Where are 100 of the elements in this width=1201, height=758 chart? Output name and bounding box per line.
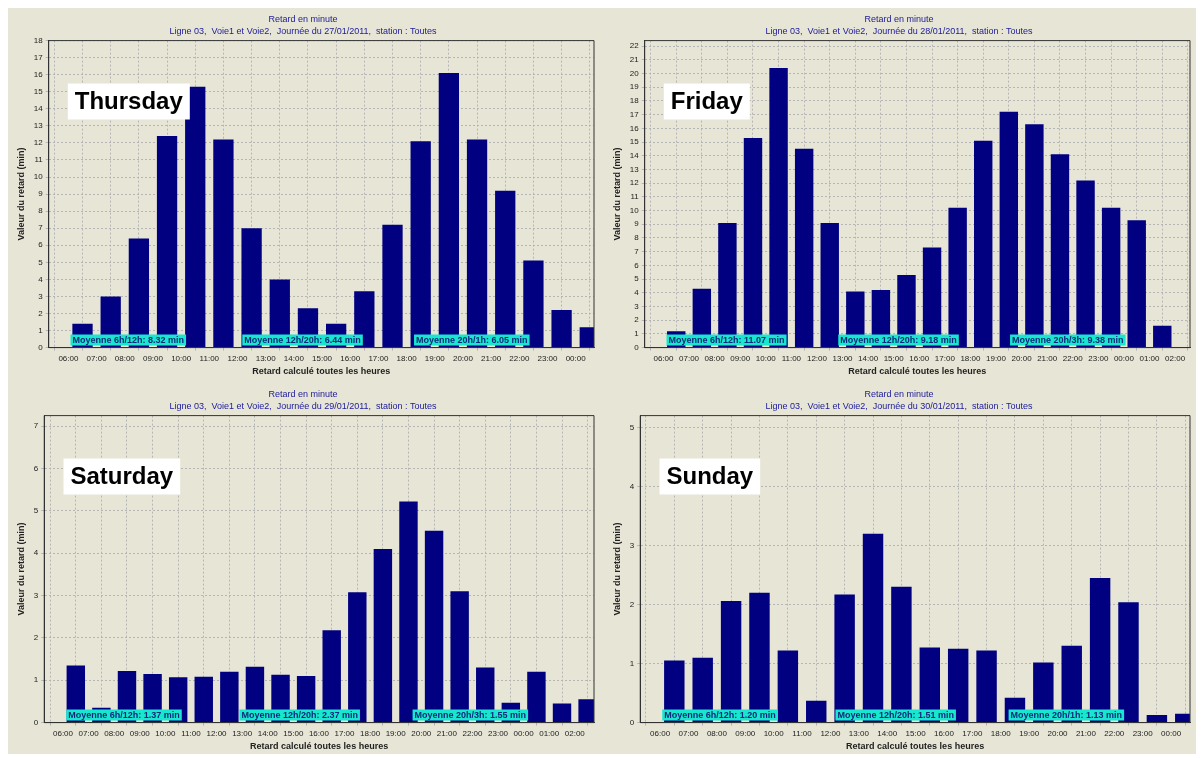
- y-tick-label: 0: [33, 717, 39, 727]
- chart-subtitle: Ligne 03, Voie1 et Voie2, Journée du 28/01/2011, station : Toutes: [765, 25, 1033, 36]
- annotation: Moyenne 12h/20h: 9.18 min: [840, 335, 957, 346]
- bar: [1127, 220, 1146, 348]
- annotation: Friday: [670, 87, 744, 115]
- x-tick-label: 08:00: [114, 353, 136, 363]
- x-tick-label: 21:00: [1037, 353, 1058, 363]
- x-tick-label: 19:00: [1019, 728, 1040, 738]
- y-tick-label: 4: [38, 274, 44, 284]
- x-tick-label: 22:00: [462, 728, 483, 738]
- y-tick-label: 0: [634, 342, 640, 352]
- bar: [976, 650, 997, 723]
- x-tick-label: 19:00: [424, 353, 446, 363]
- x-tick-label: 15:00: [283, 728, 304, 738]
- y-tick-label: 2: [629, 599, 635, 609]
- y-axis-title: Valeur du retard (min): [15, 147, 26, 241]
- y-tick-label: 9: [38, 189, 44, 199]
- y-tick-label: 5: [634, 274, 640, 284]
- y-tick-label: 1: [33, 675, 39, 685]
- bar: [527, 671, 546, 723]
- y-tick-label: 3: [33, 590, 39, 600]
- y-tick-label: 20: [629, 68, 640, 78]
- y-tick-label: 18: [33, 35, 44, 45]
- x-axis-title: Retard calculé toutes les heures: [848, 366, 987, 377]
- x-tick-label: 06:00: [650, 728, 671, 738]
- x-tick-label: 16:00: [909, 353, 930, 363]
- annotation: Moyenne 20h/1h: 6.05 min: [416, 335, 528, 346]
- x-tick-label: 07:00: [86, 353, 108, 363]
- bar: [1146, 714, 1168, 723]
- y-tick-label: 2: [33, 633, 39, 643]
- y-tick-label: 7: [634, 246, 640, 256]
- x-tick-label: 08:00: [104, 728, 125, 738]
- x-tick-label: 10:00: [755, 353, 777, 363]
- y-tick-label: 9: [634, 219, 640, 229]
- x-tick-label: 00:00: [565, 353, 587, 363]
- x-tick-label: 23:00: [1088, 353, 1109, 363]
- annotation: Moyenne 6h/12h: 11.07 min: [668, 335, 785, 346]
- y-tick-label: 7: [38, 223, 44, 233]
- x-tick-label: 13:00: [832, 353, 854, 363]
- x-tick-label: 12:00: [806, 353, 828, 363]
- x-tick-label: 11:00: [199, 353, 220, 363]
- chart-subtitle: Ligne 03, Voie1 et Voie2, Journée du 27/01/2011, station : Toutes: [169, 25, 437, 36]
- x-tick-label: 09:00: [735, 728, 756, 738]
- x-tick-label: 00:00: [513, 728, 535, 738]
- annotation: Moyenne 20h/3h: 1.55 min: [414, 710, 527, 721]
- x-tick-label: 01:00: [1139, 353, 1161, 363]
- chart-title: Retard en minute: [268, 388, 338, 399]
- x-tick-label: 11:00: [792, 728, 813, 738]
- y-tick-label: 12: [629, 178, 640, 188]
- y-tick-label: 11: [34, 155, 44, 165]
- x-tick-label: 00:00: [1161, 728, 1182, 738]
- x-tick-label: 20:00: [411, 728, 432, 738]
- x-tick-label: 06:00: [58, 353, 79, 363]
- y-tick-label: 15: [629, 137, 640, 147]
- x-tick-label: 18:00: [396, 353, 418, 363]
- y-tick-label: 2: [38, 308, 44, 318]
- x-tick-label: 10:00: [171, 353, 192, 363]
- x-tick-label: 00:00: [1113, 353, 1135, 363]
- x-tick-label: 10:00: [155, 728, 176, 738]
- x-tick-label: 06:00: [53, 728, 74, 738]
- x-tick-label: 16:00: [933, 728, 955, 738]
- chart-subtitle: Ligne 03, Voie1 et Voie2, Journée du 30/01/2011, station : Toutes: [765, 400, 1033, 411]
- bar: [820, 222, 839, 348]
- bar: [806, 700, 827, 723]
- y-tick-label: 13: [629, 164, 640, 174]
- bar: [777, 650, 799, 723]
- y-tick-label: 22: [629, 41, 640, 51]
- x-tick-label: 07:00: [679, 353, 700, 363]
- y-tick-label: 15: [33, 86, 44, 96]
- bar: [1153, 325, 1172, 348]
- y-tick-label: 18: [629, 96, 640, 106]
- y-tick-label: 1: [634, 329, 640, 339]
- y-axis-title: Valeur du retard (min): [611, 522, 622, 616]
- y-tick-label: 19: [629, 82, 640, 92]
- x-tick-label: 16:00: [340, 353, 361, 363]
- x-tick-label: 08:00: [706, 728, 728, 738]
- x-tick-label: 11:00: [181, 728, 202, 738]
- y-tick-label: 4: [629, 481, 635, 491]
- y-tick-label: 3: [634, 301, 640, 311]
- x-tick-label: 14:00: [257, 728, 279, 738]
- x-tick-label: 09:00: [730, 353, 751, 363]
- annotation: Moyenne 6h/12h: 1.37 min: [68, 710, 180, 721]
- annotation: Moyenne 20h/3h: 9.38 min: [1012, 335, 1124, 346]
- y-axis-title: Valeur du retard (min): [611, 147, 622, 241]
- x-tick-label: 17:00: [962, 728, 983, 738]
- y-tick-label: 21: [629, 54, 640, 64]
- x-tick-label: 10:00: [763, 728, 785, 738]
- y-tick-label: 12: [33, 138, 44, 148]
- x-tick-label: 09:00: [142, 353, 164, 363]
- chart-title: Retard en minute: [864, 13, 934, 24]
- y-tick-label: 17: [33, 52, 44, 62]
- x-tick-label: 22:00: [509, 353, 530, 363]
- x-tick-label: 01:00: [539, 728, 560, 738]
- x-tick-label: 17:00: [334, 728, 356, 738]
- x-tick-label: 13:00: [848, 728, 870, 738]
- annotation: Moyenne 6h/12h: 1.20 min: [664, 710, 776, 721]
- annotation: Moyenne 12h/20h: 2.37 min: [241, 710, 358, 721]
- x-tick-label: 22:00: [1104, 728, 1125, 738]
- annotation: Sunday: [666, 462, 754, 490]
- x-tick-label: 02:00: [1165, 353, 1186, 363]
